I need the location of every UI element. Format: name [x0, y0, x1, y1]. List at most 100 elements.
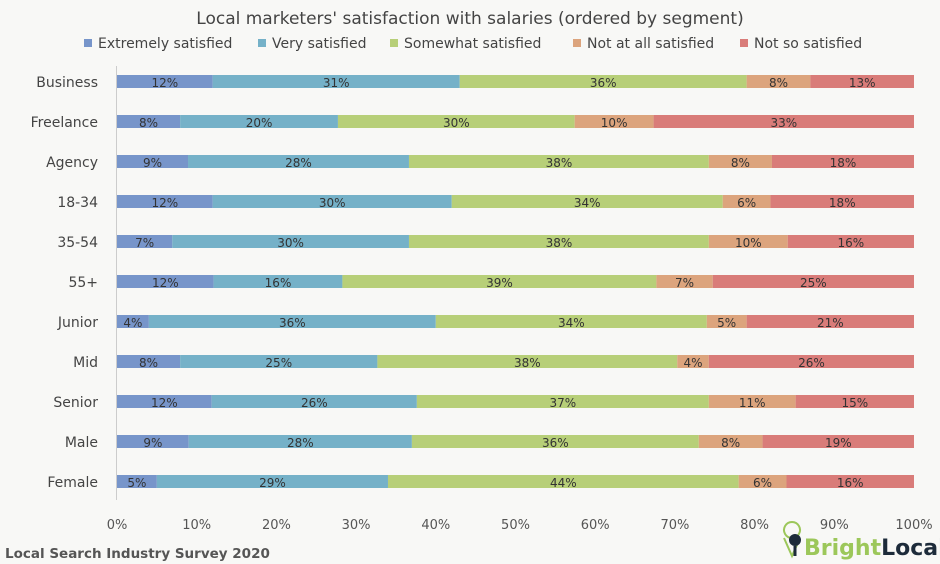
data-label: 30%	[443, 116, 470, 130]
data-label: 7%	[675, 276, 694, 290]
bar-segment	[656, 275, 713, 288]
data-label: 12%	[151, 76, 178, 90]
data-label: 38%	[546, 156, 573, 170]
bar-segment	[677, 355, 709, 368]
legend-swatch	[740, 39, 748, 47]
bar-segment	[746, 315, 914, 328]
data-label: 9%	[143, 156, 162, 170]
data-label: 16%	[838, 236, 865, 250]
data-label: 25%	[800, 276, 827, 290]
legend-label: Somewhat satisfied	[404, 36, 541, 52]
data-label: 9%	[143, 436, 162, 450]
data-label: 19%	[825, 436, 852, 450]
legend-label: Very satisfied	[272, 36, 366, 52]
data-label: 10%	[601, 116, 628, 130]
category-label: Freelance	[31, 115, 98, 131]
x-tick-label: 50%	[501, 518, 530, 533]
source-note: Local Search Industry Survey 2020	[5, 546, 270, 562]
data-label: 6%	[753, 476, 772, 490]
svg-text:BrightLocal: BrightLocal	[804, 536, 940, 561]
category-label: 55+	[68, 275, 98, 291]
data-label: 18%	[829, 196, 856, 210]
bar-segment	[708, 235, 788, 248]
data-label: 30%	[319, 196, 346, 210]
bar-segment	[117, 195, 213, 208]
data-label: 26%	[301, 396, 328, 410]
data-label: 12%	[151, 196, 178, 210]
category-label: Mid	[73, 355, 98, 371]
bar-segment	[213, 275, 343, 288]
data-label: 11%	[739, 396, 766, 410]
data-label: 10%	[735, 236, 762, 250]
data-label: 38%	[546, 236, 573, 250]
bar-segment	[117, 155, 189, 168]
data-label: 25%	[265, 356, 292, 370]
bar-segment	[762, 435, 914, 448]
bar-segment	[416, 395, 709, 408]
bar-segment	[180, 355, 378, 368]
bar-segment	[117, 275, 214, 288]
brightlocal-logo: BrightLocal	[783, 521, 940, 561]
bar-segment	[810, 75, 914, 88]
bar-segment	[212, 195, 452, 208]
data-label: 8%	[721, 436, 740, 450]
x-tick-label: 80%	[740, 518, 769, 533]
bar-segment	[188, 155, 409, 168]
bar-segment	[337, 115, 575, 128]
data-label: 12%	[152, 276, 179, 290]
bar-segment	[787, 235, 914, 248]
bar-segment	[377, 355, 678, 368]
data-label: 28%	[287, 436, 314, 450]
category-label: Female	[47, 475, 98, 491]
data-label: 31%	[323, 76, 350, 90]
bar-segment	[698, 435, 763, 448]
bar-segment	[188, 435, 412, 448]
data-label: 28%	[285, 156, 312, 170]
data-label: 4%	[684, 356, 703, 370]
legend-label: Extremely satisfied	[98, 36, 232, 52]
bar-segment	[387, 475, 739, 488]
data-label: 44%	[550, 476, 577, 490]
bar-segment	[786, 475, 914, 488]
data-label: 5%	[127, 476, 146, 490]
x-tick-label: 90%	[820, 518, 849, 533]
bar-segment	[117, 395, 212, 408]
bar-segment	[706, 315, 747, 328]
data-label: 33%	[770, 116, 797, 130]
category-label: Agency	[46, 155, 98, 171]
x-tick-label: 0%	[107, 518, 128, 533]
legend-swatch	[573, 39, 581, 47]
legend-swatch	[258, 39, 266, 47]
bar-segment	[342, 275, 657, 288]
bar-segment	[117, 315, 149, 328]
bar-segment	[212, 75, 460, 88]
bar-segment	[771, 155, 914, 168]
bar-segment	[451, 195, 723, 208]
bar-segment	[117, 75, 213, 88]
bar-segment	[156, 475, 388, 488]
legend-label: Not so satisfied	[754, 36, 862, 52]
data-label: 36%	[542, 436, 569, 450]
data-label: 18%	[830, 156, 857, 170]
x-tick-label: 30%	[342, 518, 371, 533]
bar-segment	[712, 275, 914, 288]
data-label: 29%	[259, 476, 286, 490]
x-tick-label: 100%	[895, 518, 932, 533]
bar-segment	[408, 155, 709, 168]
chart-title: Local marketers' satisfaction with salar…	[196, 9, 743, 29]
x-tick-label: 20%	[262, 518, 291, 533]
bar-segment	[708, 155, 772, 168]
legend: Extremely satisfied Very satisfied Somewha…	[84, 36, 862, 52]
data-label: 20%	[246, 116, 273, 130]
data-label: 15%	[841, 396, 868, 410]
bar-segment	[708, 395, 796, 408]
data-label: 37%	[550, 396, 577, 410]
bar-segment	[211, 395, 417, 408]
bar-segment	[459, 75, 747, 88]
bar-segment	[117, 475, 157, 488]
bar-segment	[117, 115, 181, 128]
legend-swatch	[84, 39, 92, 47]
category-label: Senior	[53, 395, 98, 411]
category-label: Male	[65, 435, 98, 451]
